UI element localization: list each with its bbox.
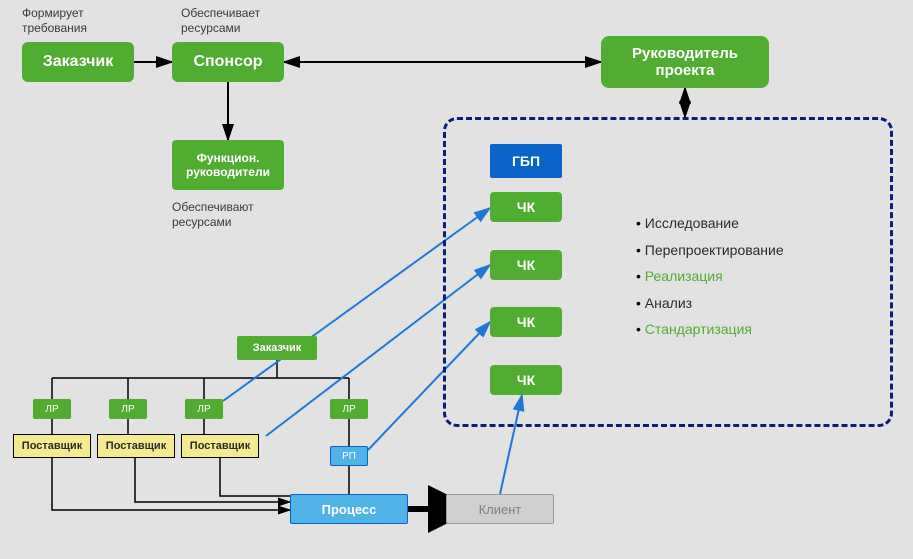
node-sup2: Поставщик xyxy=(97,434,175,458)
node-pm: Руководитель проекта xyxy=(601,36,769,88)
node-lr3: ЛР xyxy=(185,399,223,419)
node-chk2: ЧК xyxy=(490,250,562,280)
node-sponsor: Спонсор xyxy=(172,42,284,82)
node-rp: РП xyxy=(330,446,368,466)
node-client: Клиент xyxy=(446,494,554,524)
bullet-0: Исследование xyxy=(636,210,784,237)
bullet-3: Анализ xyxy=(636,290,784,317)
bullet-1: Перепроектирование xyxy=(636,237,784,264)
node-chk1: ЧК xyxy=(490,192,562,222)
node-gbp: ГБП xyxy=(490,144,562,178)
node-sup1: Поставщик xyxy=(13,434,91,458)
node-chk3: ЧК xyxy=(490,307,562,337)
node-sup3: Поставщик xyxy=(181,434,259,458)
node-customer: Заказчик xyxy=(22,42,134,82)
bullet-4: Стандартизация xyxy=(636,316,784,343)
label-forms_req: Формирует требования xyxy=(22,6,132,36)
label-provide_res2: Обеспечивают ресурсами xyxy=(172,200,292,230)
node-customer2: Заказчик xyxy=(237,336,317,360)
phase-bullet-list: ИсследованиеПерепроектированиеРеализация… xyxy=(636,210,784,343)
node-lr1: ЛР xyxy=(33,399,71,419)
bullet-2: Реализация xyxy=(636,263,784,290)
node-func_mgrs: Функцион. руководители xyxy=(172,140,284,190)
node-chk4: ЧК xyxy=(490,365,562,395)
node-lr2: ЛР xyxy=(109,399,147,419)
node-lr4: ЛР xyxy=(330,399,368,419)
label-provides_res: Обеспечивает ресурсами xyxy=(181,6,291,36)
node-process: Процесс xyxy=(290,494,408,524)
